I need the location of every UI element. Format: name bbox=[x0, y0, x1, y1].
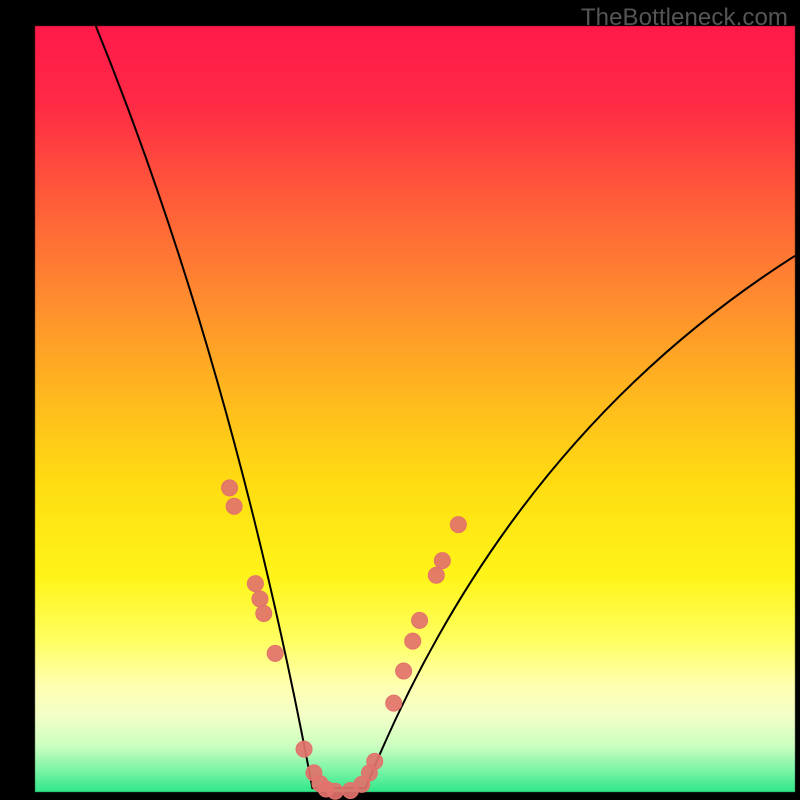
watermark-text: TheBottleneck.com bbox=[581, 4, 788, 32]
chart-background-gradient bbox=[0, 0, 800, 800]
chart-root: TheBottleneck.com bbox=[0, 0, 800, 800]
